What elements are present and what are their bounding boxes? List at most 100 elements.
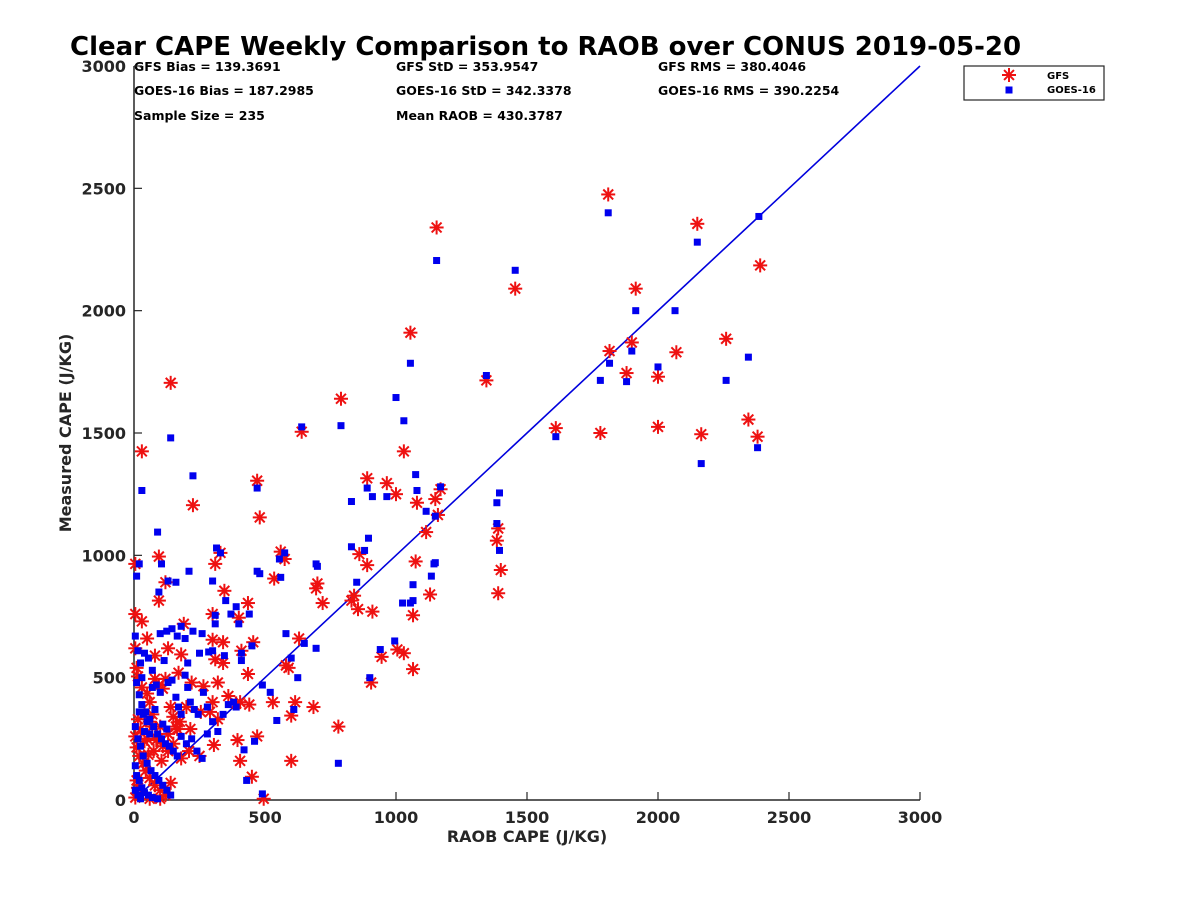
goes16-point — [754, 444, 762, 452]
gfs-point — [331, 719, 346, 734]
goes16-point — [150, 723, 158, 731]
gfs-point — [628, 281, 643, 296]
goes16-point — [144, 791, 152, 799]
legend-goes-marker — [1005, 86, 1013, 94]
goes16-point — [392, 394, 400, 402]
goes16-point — [482, 372, 490, 380]
goes16-point — [205, 648, 213, 656]
legend-goes-label: GOES-16 — [1047, 85, 1096, 96]
goes16-point — [164, 679, 172, 687]
gfs-point — [389, 487, 403, 502]
goes16-point — [198, 754, 206, 762]
gfs-point — [593, 426, 608, 440]
gfs-point — [206, 737, 221, 752]
goes16-point — [193, 747, 201, 755]
goes16-point — [151, 772, 159, 780]
goes16-point — [181, 635, 189, 643]
goes16-point — [172, 693, 180, 701]
goes16-point — [160, 657, 168, 665]
goes16-point — [406, 359, 414, 367]
y-tick-label: 3000 — [81, 57, 126, 76]
goes16-point — [368, 493, 376, 501]
goes16-point — [138, 701, 146, 709]
goes16-point — [158, 560, 166, 568]
goes16-point — [184, 659, 192, 667]
goes16-point — [400, 417, 408, 425]
x-tick-label: 500 — [248, 808, 281, 827]
goes16-point — [133, 679, 141, 687]
y-axis-label: Measured CAPE (J/KG) — [56, 334, 75, 533]
gfs-point — [396, 646, 411, 661]
goes16-point — [277, 573, 285, 581]
goes16-point — [275, 555, 283, 563]
goes16-point — [281, 549, 289, 557]
gfs-point — [719, 331, 734, 346]
gfs-point — [161, 641, 176, 656]
goes16-point — [606, 359, 614, 367]
goes16-point — [245, 610, 253, 618]
goes16-point — [243, 776, 251, 784]
chart-title: Clear CAPE Weekly Comparison to RAOB ove… — [70, 32, 1021, 62]
gfs-point — [252, 510, 267, 525]
gfs-point — [306, 700, 321, 715]
goes16-point — [164, 577, 172, 585]
goes16-point — [154, 528, 162, 536]
goes16-point — [337, 422, 345, 430]
goes16-point — [493, 499, 501, 507]
goes16-point — [298, 423, 306, 431]
goes16-point — [224, 701, 232, 709]
y-tick-label: 500 — [93, 669, 126, 688]
goes16-point — [131, 762, 139, 770]
gfs-point — [403, 325, 418, 340]
gfs-point — [183, 722, 198, 737]
gfs-point — [216, 635, 231, 650]
gfs-point — [185, 498, 200, 513]
goes16-point — [133, 572, 141, 580]
goes16-point — [596, 376, 604, 384]
x-tick-label: 1000 — [374, 808, 419, 827]
x-tick-label: 2500 — [767, 808, 812, 827]
gfs-point — [669, 345, 684, 360]
goes16-point — [282, 630, 290, 638]
x-tick-label: 0 — [128, 808, 139, 827]
gfs-point — [240, 596, 255, 611]
goes16-point — [190, 705, 198, 713]
legend-gfs-label: GFS — [1047, 71, 1069, 82]
goes16-point — [230, 698, 238, 706]
stat-gfs-rms: GFS RMS = 380.4046 — [658, 59, 806, 74]
gfs-point — [750, 429, 765, 444]
goes16-point — [147, 767, 155, 775]
x-tick-label: 2000 — [636, 808, 681, 827]
goes16-point — [552, 433, 560, 441]
gfs-point — [281, 660, 296, 675]
goes16-point — [163, 627, 171, 635]
goes16-point — [135, 776, 143, 784]
gfs-point — [242, 697, 257, 712]
goes16-point — [134, 735, 142, 743]
goes16-point — [511, 266, 519, 274]
gfs-point — [344, 593, 359, 608]
gfs-point — [396, 444, 411, 459]
goes16-point — [152, 681, 160, 689]
goes16-point — [312, 644, 320, 652]
goes16-point — [235, 620, 243, 628]
goes16-point — [154, 795, 162, 803]
goes16-point — [135, 708, 143, 716]
goes16-point — [163, 786, 171, 794]
goes16-point — [240, 746, 248, 754]
goes16-point — [203, 703, 211, 711]
stats-block: GFS Bias = 139.3691 GOES-16 Bias = 187.2… — [134, 59, 840, 123]
gfs-point — [174, 647, 189, 662]
goes16-point — [363, 484, 371, 492]
goes16-point — [151, 705, 159, 713]
gfs-point — [429, 220, 444, 235]
goes16-point — [290, 705, 298, 713]
goes16-point — [168, 625, 176, 633]
goes16-point — [431, 512, 439, 520]
goes16-point — [227, 610, 235, 618]
legend: GFS GOES-16 — [963, 65, 1105, 101]
goes16-point — [216, 549, 224, 557]
goes16-point — [140, 727, 148, 735]
goes16-point — [182, 740, 190, 748]
goes16-point — [266, 688, 274, 696]
